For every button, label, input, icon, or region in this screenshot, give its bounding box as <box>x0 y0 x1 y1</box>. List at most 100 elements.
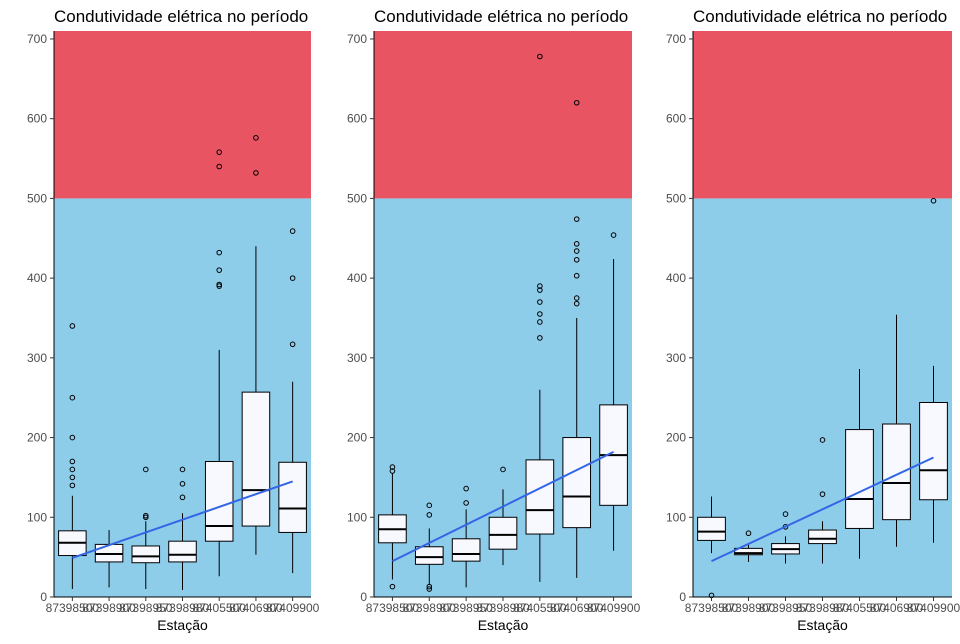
outlier-point <box>610 232 617 238</box>
background-bands <box>54 31 311 597</box>
outlier-point <box>389 468 396 474</box>
outlier-point <box>819 437 826 443</box>
y-tick-label: 300 <box>347 351 367 365</box>
outlier-point <box>216 149 223 155</box>
x-tick-label: 87406900 <box>229 601 283 615</box>
y-tick-label: 200 <box>666 431 686 445</box>
outlier-point <box>426 512 433 518</box>
panel-3: 0100200300400500600700873985008739890087… <box>666 7 960 633</box>
outlier-point <box>69 323 76 329</box>
box-iqr <box>414 546 444 565</box>
y-axis: 0 100 200 300 400 500 600 700 <box>347 31 375 604</box>
y-tick-label: 600 <box>666 112 686 126</box>
box-iqr <box>882 423 911 521</box>
y-tick-label: 400 <box>27 271 47 285</box>
x-tick-label: 87398900 <box>722 601 776 615</box>
outlier-point <box>537 311 543 317</box>
boxplots <box>378 53 628 592</box>
outlier-point <box>69 394 76 401</box>
outlier-point <box>500 466 506 473</box>
outlier-point <box>216 163 223 170</box>
outlier-point <box>69 434 76 441</box>
box-iqr <box>808 529 837 545</box>
boxplot-87398500 <box>378 464 407 590</box>
boxplot-87398980 <box>488 466 518 566</box>
outlier-point <box>253 135 259 141</box>
y-tick-label: 100 <box>347 510 367 524</box>
x-tick-label: 87405500 <box>513 601 567 615</box>
box-iqr <box>525 459 555 535</box>
box-iqr <box>562 437 592 529</box>
outlier-point <box>573 272 580 279</box>
danger-band <box>693 31 952 199</box>
y-tick-label: 0 <box>679 590 686 604</box>
x-tick-label: 87398980 <box>796 601 850 615</box>
outlier-point <box>289 341 296 348</box>
box-iqr <box>241 391 271 527</box>
outlier-point <box>289 275 296 281</box>
y-tick-label: 600 <box>27 112 47 126</box>
boxplot-87398950 <box>131 466 161 590</box>
outlier-point <box>573 99 580 106</box>
outlier-point <box>537 53 543 60</box>
boxplot-87405500 <box>845 369 874 559</box>
boxplot-87409900 <box>919 198 948 543</box>
y-tick-label: 100 <box>666 510 686 524</box>
box-iqr <box>697 516 726 541</box>
outlier-point <box>573 256 580 263</box>
boxplot-87398900 <box>734 530 763 562</box>
trend-line <box>72 480 293 559</box>
box-iqr <box>845 429 874 529</box>
box-iqr <box>488 516 518 550</box>
panel-2: 0100200300400500600700873985008739890087… <box>347 7 641 633</box>
outlier-point <box>142 466 149 473</box>
x-axis-title: Estação <box>478 617 529 633</box>
y-axis: 0 100 200 300 400 500 600 700 <box>666 31 694 604</box>
x-tick-label: 87398500 <box>366 601 420 615</box>
outlier-point <box>179 466 186 473</box>
x-tick-label: 87406900 <box>550 601 604 615</box>
trend-line <box>711 456 934 563</box>
y-tick-label: 0 <box>40 590 47 604</box>
panel-1: 0100200300400500600700873985008739890087… <box>27 7 320 633</box>
x-axis: 8739850087398900873989508739898087405500… <box>366 597 641 615</box>
y-tick-label: 700 <box>666 32 686 46</box>
boxplot-87405500 <box>525 53 555 582</box>
x-tick-label: 87398500 <box>46 601 100 615</box>
outlier-point <box>289 228 296 234</box>
outlier-point <box>426 586 433 592</box>
boxplots <box>697 198 948 599</box>
y-tick-label: 200 <box>27 431 47 445</box>
boxplot-87398500 <box>58 323 87 590</box>
x-axis-title: Estação <box>157 617 208 633</box>
y-tick-label: 700 <box>27 32 47 46</box>
boxplot-87398980 <box>168 466 197 590</box>
x-tick-label: 87398950 <box>759 601 813 615</box>
outlier-point <box>573 216 580 222</box>
boxplot-87398980 <box>808 437 837 564</box>
outlier-point <box>573 300 580 307</box>
y-tick-label: 500 <box>347 191 367 205</box>
outlier-point <box>573 241 580 247</box>
outlier-point <box>216 267 223 273</box>
x-axis: 8739850087398900873989508739898087405500… <box>46 597 320 615</box>
panel-title: Condutividade elétrica no período <box>54 7 308 26</box>
danger-band <box>374 31 632 199</box>
boxplot-87398900 <box>94 530 124 588</box>
boxplot-87406900 <box>241 135 271 555</box>
outlier-point <box>537 299 543 305</box>
x-tick-label: 87398980 <box>156 601 210 615</box>
outlier-point <box>216 249 223 256</box>
y-tick-label: 200 <box>347 431 367 445</box>
panel-title: Condutividade elétrica no período <box>374 7 628 26</box>
boxplot-87406900 <box>882 314 911 547</box>
x-tick-label: 87409900 <box>907 601 960 615</box>
boxplots <box>58 135 307 590</box>
x-tick-label: 87398900 <box>82 601 136 615</box>
panel-title: Condutividade elétrica no período <box>693 7 947 26</box>
box-iqr <box>451 538 481 562</box>
background-bands <box>693 31 952 597</box>
box-iqr <box>131 545 161 564</box>
boxplot-87398950 <box>451 485 481 588</box>
